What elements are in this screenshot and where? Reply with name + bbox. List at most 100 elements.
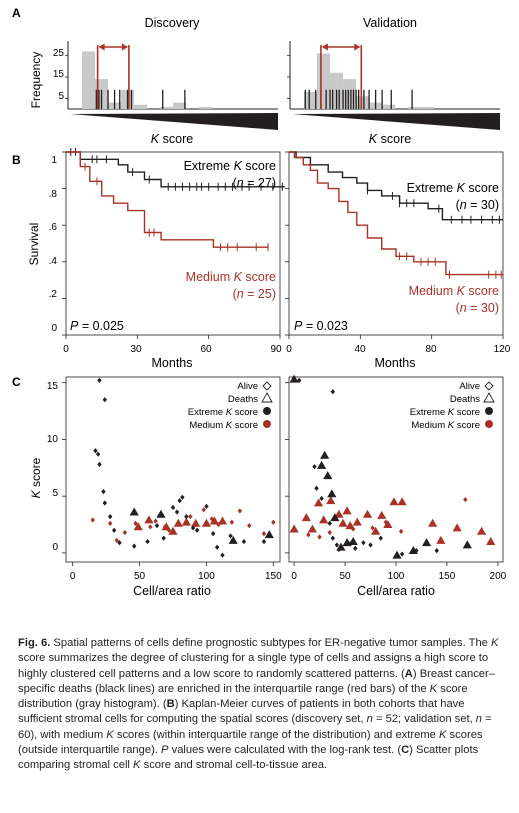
scatter-validation-alive-extreme-point <box>434 548 439 554</box>
scatter-discovery-death-extreme-point <box>264 530 274 539</box>
scatter-discovery-alive-extreme-point <box>145 538 150 545</box>
caption-k-5: K <box>133 759 141 772</box>
km-left-xlabel: Months <box>152 356 193 370</box>
scatter-validation-death-medium-point <box>307 524 318 533</box>
discovery-iqr-arrow-right <box>121 43 128 51</box>
km-right-xtick-80: 80 <box>425 344 437 355</box>
scatter-discovery-death-medium-point <box>144 515 154 524</box>
scatter-discovery-death-extreme-point <box>228 535 238 544</box>
scatter-discovery-death-medium-point <box>181 517 191 526</box>
scatter-validation-alive-medium-point <box>317 534 322 540</box>
scatter-validation-death-medium-point <box>377 510 387 519</box>
frequency-tick-5: 5 <box>58 91 64 102</box>
scatter-validation-alive-extreme-point <box>330 389 336 395</box>
scatter-validation-death-medium-point <box>428 518 438 527</box>
scatter-discovery-alive-medium-point <box>188 514 193 520</box>
legend-extreme-dot-icon-right <box>485 407 493 415</box>
validation-k-score-wedge <box>292 113 500 130</box>
scatter-discovery-death-extreme-point <box>129 507 139 516</box>
legend-medium-right: Medium K score <box>411 420 480 431</box>
scatter-validation-death-extreme-point <box>421 538 432 547</box>
scatter-discovery-death-medium-point <box>168 526 178 535</box>
validation-histogram <box>287 41 500 130</box>
scatter-validation-alive-medium-point <box>463 496 468 503</box>
scatter-validation-death-extreme-point <box>320 450 330 459</box>
scatter-validation-alive-medium-point <box>383 519 389 525</box>
caption-text-11: ) Scatter plots comparing stromal cell <box>18 744 479 772</box>
km-right-xtick-0: 0 <box>286 344 292 355</box>
scatter-discovery-points <box>62 377 276 558</box>
scatter-validation-death-extreme-point <box>317 460 327 469</box>
km-left-xtick-30: 30 <box>130 344 142 355</box>
km-right-xtick-120: 120 <box>494 344 511 355</box>
scatter-discovery-alive-extreme-point <box>93 448 98 454</box>
scatter-discovery-frame <box>65 376 281 563</box>
panel-label-c: C <box>12 375 21 389</box>
scatter-validation-death-medium-point <box>326 496 336 505</box>
scatter-validation-death-medium-point <box>389 497 399 506</box>
scatter-discovery-alive-extreme-point <box>97 377 102 384</box>
scatter-discovery-alive-medium-point <box>209 516 214 522</box>
validation-hist-bar <box>382 104 396 109</box>
km-validation-curve-extreme <box>289 151 503 221</box>
scatter-discovery-alive-extreme-point <box>161 535 166 541</box>
scatter-discovery-alive-medium-point <box>107 520 113 527</box>
validation-hist-bar <box>408 106 422 109</box>
validation-hist-bar <box>304 91 318 109</box>
km-left-medium-n: (n = 25) <box>233 287 276 301</box>
scatter-discovery-alive-extreme-point <box>132 543 137 549</box>
scatter-validation-alive-medium-point <box>306 532 311 538</box>
scatter-validation-death-extreme-point <box>408 546 418 555</box>
frequency-axis-label: Frequency <box>29 52 43 109</box>
scatter-validation-death-extreme-point <box>462 540 472 549</box>
km-left-extreme-label: Extreme K score <box>184 159 276 173</box>
legend-extreme-right: Extreme K score <box>410 407 480 418</box>
survival-tick-08: .8 <box>49 189 58 200</box>
scatter-discovery-alive-extreme-point <box>241 538 247 545</box>
scatter-validation-alive-extreme-point <box>399 551 405 557</box>
k-score-axis-label-right: K score <box>369 132 411 146</box>
survival-tick-1: 1 <box>51 155 57 166</box>
legend-extreme-dot-icon <box>263 407 271 415</box>
scatter-right-xtick-100: 100 <box>388 571 405 582</box>
scatter-discovery-alive-extreme-point <box>170 504 176 511</box>
legend-deaths-triangle-icon-right <box>483 392 495 403</box>
kscore-tick-15: 15 <box>47 381 59 392</box>
km-validation-frame <box>288 151 504 336</box>
scatter-validation-death-medium-point <box>289 524 299 533</box>
kscore-tick-10: 10 <box>47 434 59 445</box>
validation-hist-bar <box>356 96 370 109</box>
discovery-iqr-arrow-left <box>98 43 105 51</box>
km-right-xtick-40: 40 <box>354 344 366 355</box>
caption-text-12: score and stromal cell-to-tissue area. <box>140 759 328 772</box>
scatter-validation-alive-extreme-point <box>312 464 317 470</box>
km-left-xtick-90: 90 <box>270 344 282 355</box>
caption-k-3: K <box>106 728 114 741</box>
scatter-validation-death-medium-point <box>486 536 496 545</box>
scatter-discovery-alive-extreme-point <box>177 498 182 504</box>
discovery-hist-bar <box>134 104 148 109</box>
scatter-validation-alive-extreme-point <box>314 485 319 491</box>
caption-text-2: score summarizes the degree of clusterin… <box>18 652 489 680</box>
scatter-validation-death-medium-point <box>452 523 462 532</box>
km-right-xlabel: Months <box>375 356 416 370</box>
caption-b: B <box>166 698 175 711</box>
legend-alive-right: Alive <box>459 381 480 392</box>
caption-text-3: ) Breast cancer–specific deaths (black l… <box>18 667 495 695</box>
survival-tick-06: .6 <box>49 222 58 233</box>
scatter-validation-death-medium-point <box>477 526 487 535</box>
scatter-discovery-alive-medium-point <box>148 524 153 530</box>
km-discovery-frame <box>65 151 281 336</box>
scatter-discovery-alive-extreme-point <box>190 525 196 531</box>
caption-n-2: n <box>475 713 483 726</box>
validation-hist-bar <box>421 106 435 109</box>
validation-hist-bar <box>317 53 331 109</box>
scatter-validation-death-medium-point <box>342 506 352 515</box>
scatter-discovery-alive-extreme-point <box>102 500 107 506</box>
scatter-right-xtick-200: 200 <box>490 571 507 582</box>
scatter-validation-death-medium-point <box>345 521 355 530</box>
survival-tick-02: .2 <box>49 289 58 300</box>
scatter-discovery-alive-medium-point <box>229 519 235 525</box>
scatter-validation-death-extreme-point <box>289 374 299 383</box>
caption-text-8: scores (within interquartile range of th… <box>113 728 439 741</box>
